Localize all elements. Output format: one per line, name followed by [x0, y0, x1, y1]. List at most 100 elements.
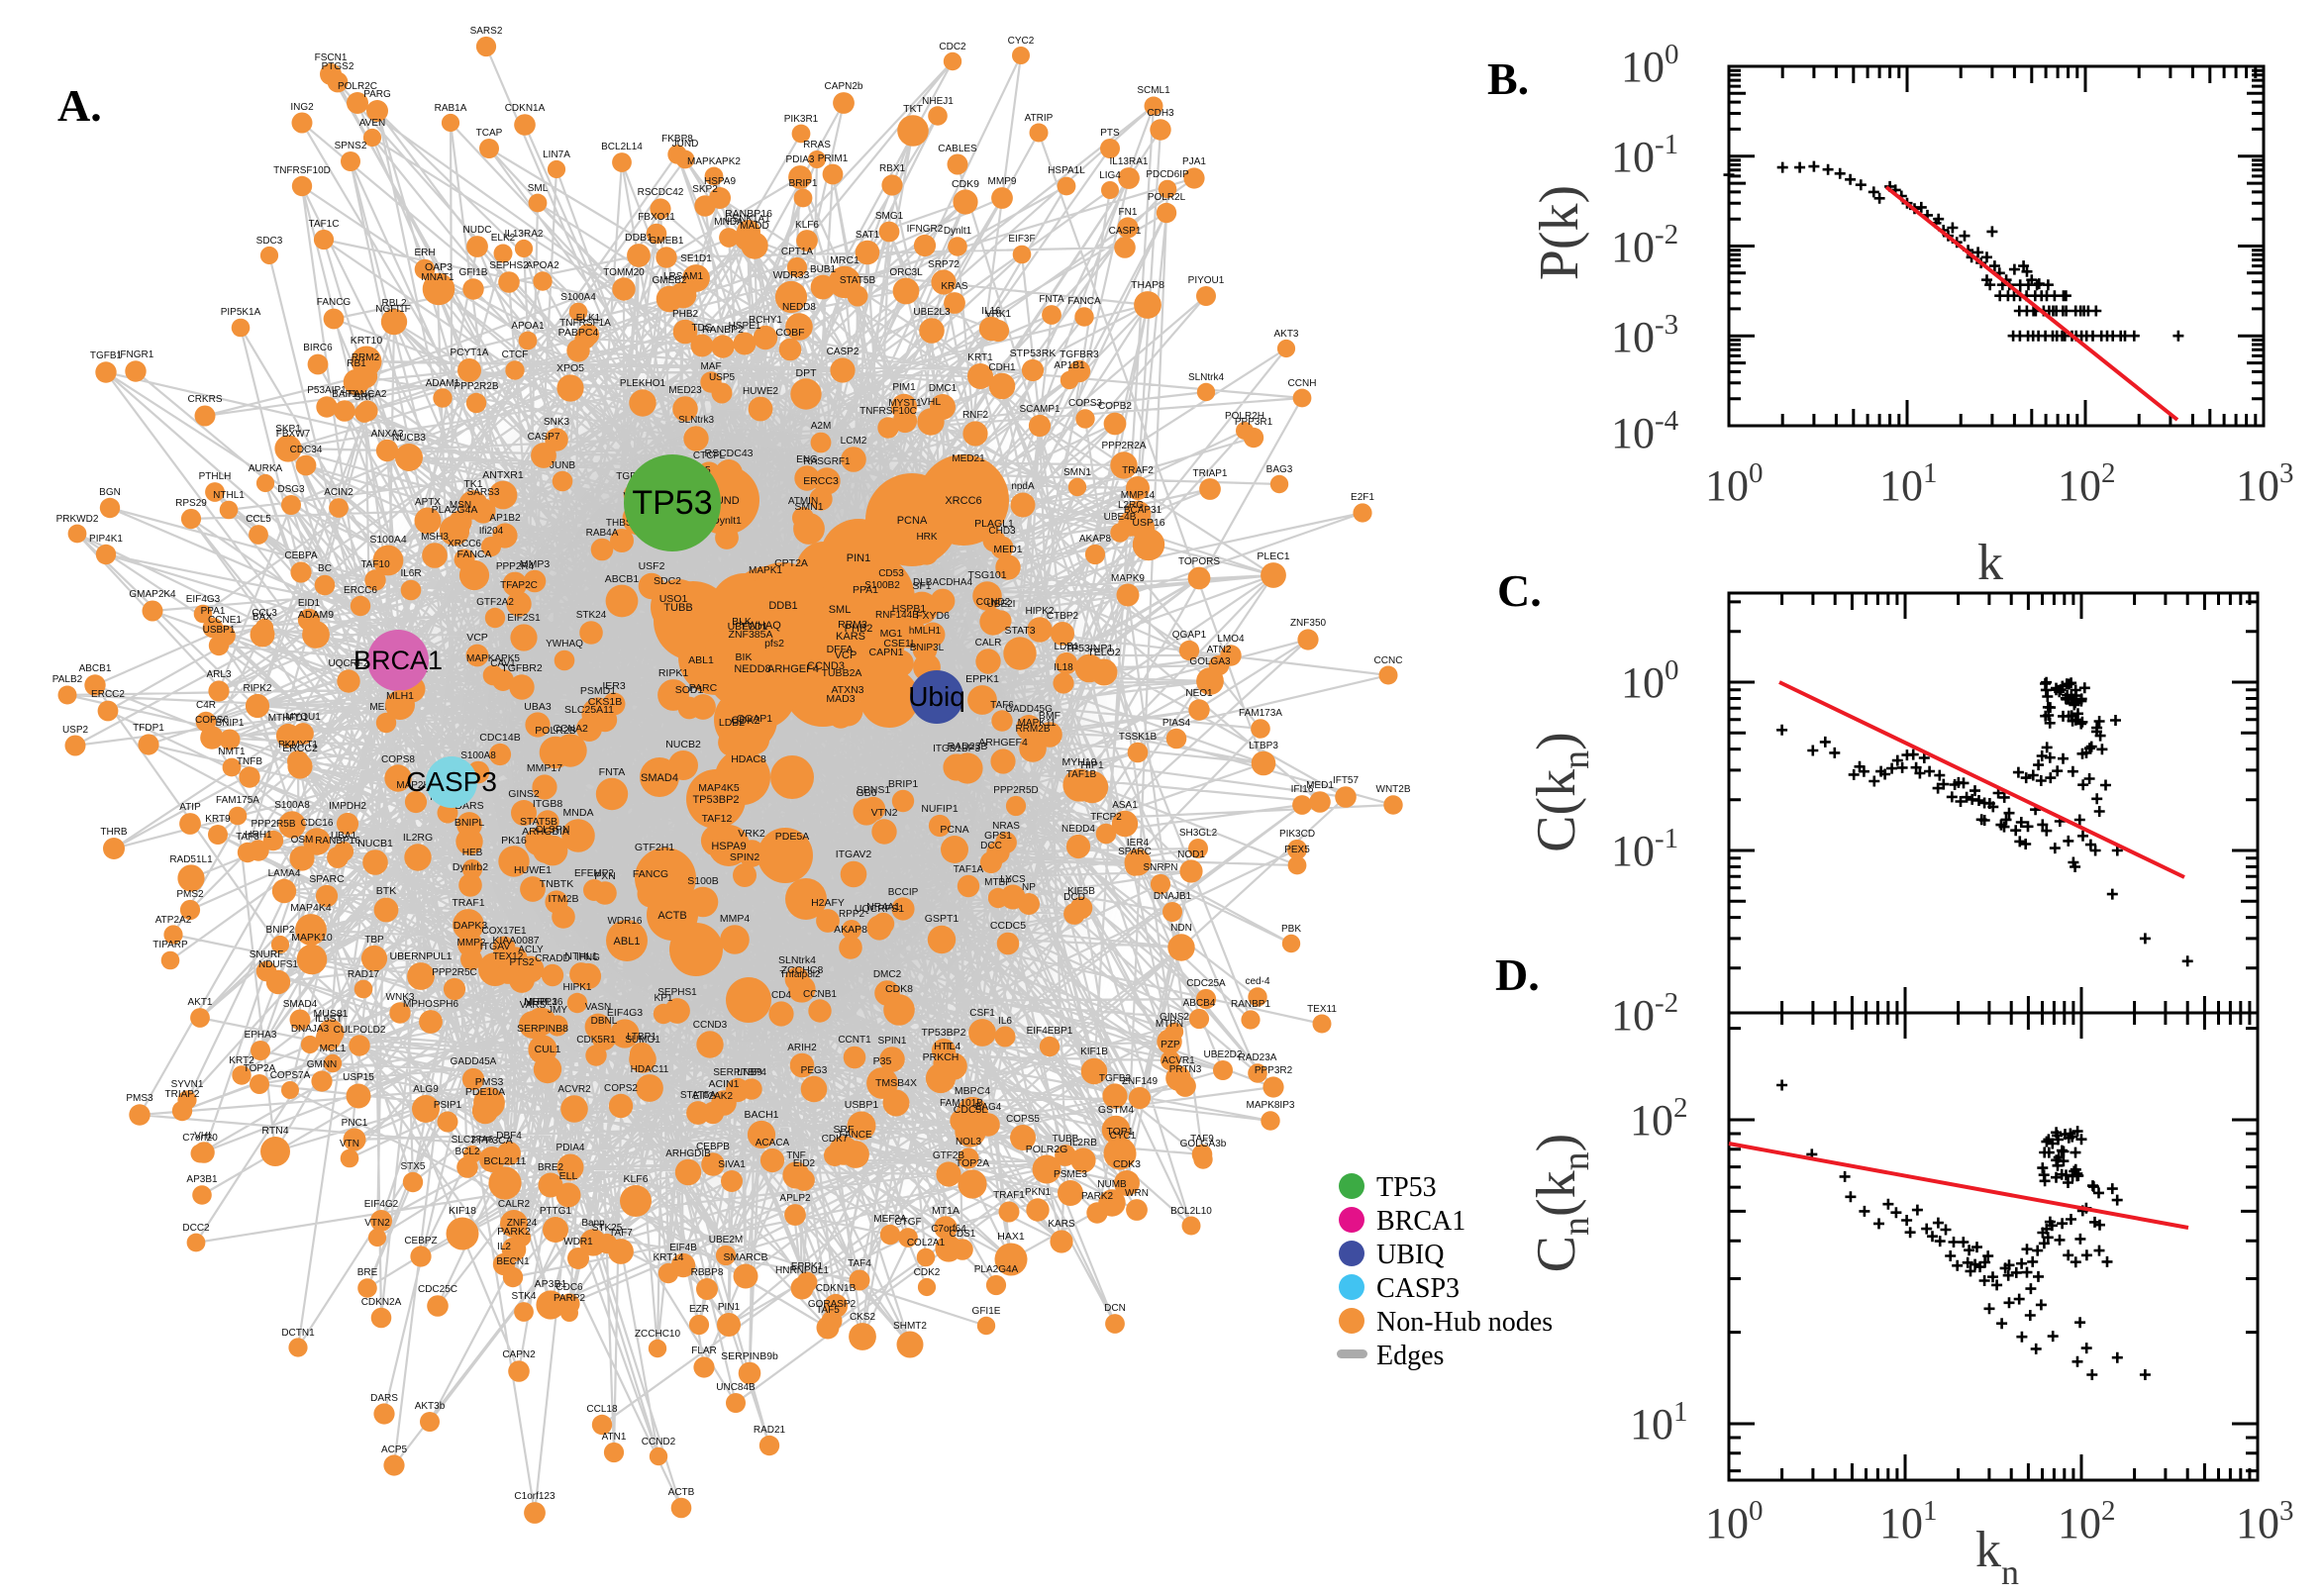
- svg-text:PIK3R1: PIK3R1: [784, 114, 819, 125]
- svg-text:EIF3F: EIF3F: [1008, 234, 1035, 245]
- svg-text:CPT2A: CPT2A: [774, 557, 808, 569]
- svg-text:ACIN2: ACIN2: [324, 487, 354, 498]
- svg-text:TFAP2C: TFAP2C: [500, 580, 538, 591]
- svg-text:MEF2A: MEF2A: [873, 1214, 907, 1225]
- svg-text:FSCN1: FSCN1: [315, 52, 348, 63]
- svg-text:MAPK8IP3: MAPK8IP3: [1247, 1100, 1295, 1111]
- svg-text:ZCCHC10: ZCCHC10: [635, 1329, 681, 1340]
- svg-text:S100B: S100B: [687, 875, 719, 887]
- svg-text:PNC1: PNC1: [342, 1118, 368, 1129]
- svg-text:MAP4K5: MAP4K5: [698, 782, 740, 794]
- svg-text:CHD3: CHD3: [988, 526, 1016, 537]
- svg-text:BAP1: BAP1: [332, 389, 357, 400]
- svg-text:CCL3: CCL3: [252, 608, 277, 619]
- svg-text:ADAM1: ADAM1: [426, 378, 460, 389]
- svg-text:103: 103: [2236, 457, 2294, 510]
- svg-text:S100A4: S100A4: [369, 534, 407, 546]
- svg-text:ORC3L: ORC3L: [889, 267, 923, 278]
- svg-text:RBBP8: RBBP8: [691, 1267, 724, 1278]
- svg-text:IL6: IL6: [998, 1016, 1012, 1027]
- svg-text:GMEB2: GMEB2: [652, 275, 686, 286]
- svg-text:CCND3: CCND3: [807, 660, 845, 672]
- svg-text:SMARCB: SMARCB: [724, 1251, 768, 1263]
- svg-text:GFI1E: GFI1E: [972, 1306, 1001, 1317]
- svg-text:TAF8: TAF8: [236, 832, 259, 843]
- svg-text:CASP3: CASP3: [1376, 1273, 1460, 1304]
- svg-text:MAPK10: MAPK10: [291, 932, 333, 944]
- svg-text:SNURF: SNURF: [250, 949, 283, 960]
- svg-text:KRT10: KRT10: [351, 335, 383, 347]
- svg-text:FLAR: FLAR: [691, 1346, 717, 1356]
- svg-text:UBERNPUL1: UBERNPUL1: [389, 950, 452, 962]
- svg-text:PIYOU1: PIYOU1: [1188, 275, 1225, 286]
- svg-text:CDK5R1: CDK5R1: [576, 1035, 616, 1046]
- svg-text:STAT3: STAT3: [1004, 625, 1035, 637]
- svg-text:TP53: TP53: [1376, 1172, 1437, 1203]
- svg-text:APOA1: APOA1: [511, 321, 545, 332]
- svg-text:CDC14B: CDC14B: [479, 732, 520, 744]
- svg-text:ELK2: ELK2: [491, 233, 516, 244]
- svg-text:TFCP2: TFCP2: [1090, 812, 1122, 823]
- svg-text:ATN1: ATN1: [602, 1432, 627, 1443]
- svg-text:hMLH1: hMLH1: [909, 626, 942, 637]
- svg-text:UBIQ: UBIQ: [1376, 1240, 1444, 1270]
- svg-text:HSPA9: HSPA9: [711, 841, 746, 852]
- svg-text:BACH1: BACH1: [744, 1109, 778, 1121]
- svg-text:APTX: APTX: [415, 497, 441, 508]
- svg-text:Ubiq: Ubiq: [908, 681, 965, 712]
- svg-text:TUBB: TUBB: [1053, 1134, 1079, 1145]
- svg-text:CDS1: CDS1: [950, 1229, 976, 1240]
- svg-text:HDAC8: HDAC8: [731, 753, 766, 765]
- svg-text:ARL3: ARL3: [206, 669, 231, 680]
- svg-text:BRIP1: BRIP1: [888, 778, 919, 790]
- svg-text:PCNA: PCNA: [940, 824, 968, 836]
- svg-text:SDC2: SDC2: [654, 575, 681, 587]
- svg-text:MYOU1: MYOU1: [285, 712, 321, 723]
- svg-text:PARG: PARG: [363, 89, 391, 100]
- svg-text:ERCC2: ERCC2: [282, 743, 318, 754]
- svg-text:ERCC2: ERCC2: [91, 689, 125, 700]
- svg-text:TAF1A: TAF1A: [954, 864, 984, 875]
- svg-text:MG1: MG1: [880, 628, 903, 640]
- svg-text:PPA1: PPA1: [853, 584, 878, 596]
- svg-text:LTBP3: LTBP3: [1249, 741, 1278, 751]
- svg-text:LTBP4: LTBP4: [737, 1067, 766, 1078]
- svg-text:SOD1: SOD1: [675, 684, 704, 696]
- svg-text:VTN2: VTN2: [364, 1218, 390, 1229]
- svg-text:CCL18: CCL18: [586, 1404, 618, 1415]
- svg-text:THBS1: THBS1: [606, 518, 639, 529]
- svg-text:CEBPB: CEBPB: [696, 1142, 730, 1152]
- svg-text:BNIPL: BNIPL: [454, 817, 485, 829]
- svg-text:FN1: FN1: [1119, 207, 1138, 218]
- svg-text:SNRPN: SNRPN: [1143, 862, 1177, 873]
- svg-text:BRCA1: BRCA1: [354, 646, 443, 675]
- svg-text:TFDP1: TFDP1: [133, 723, 164, 734]
- svg-text:MAP2K7: MAP2K7: [396, 780, 436, 791]
- svg-text:CDC16: CDC16: [301, 818, 334, 829]
- svg-text:PHB2: PHB2: [672, 309, 699, 320]
- svg-text:TOMM20: TOMM20: [603, 267, 645, 278]
- svg-text:APLP2: APLP2: [779, 1193, 811, 1204]
- svg-text:SMN1: SMN1: [1063, 467, 1091, 478]
- svg-text:C7orf20: C7orf20: [182, 1133, 218, 1144]
- svg-text:SMN1: SMN1: [794, 501, 823, 513]
- svg-text:CCNB1: CCNB1: [803, 989, 837, 1000]
- svg-text:COPS8: COPS8: [381, 754, 415, 765]
- svg-text:PLA2G4A: PLA2G4A: [432, 504, 478, 516]
- svg-text:NEDD8: NEDD8: [734, 663, 770, 675]
- svg-text:ACTB: ACTB: [668, 1487, 695, 1498]
- svg-text:CUL1: CUL1: [535, 1044, 561, 1055]
- svg-text:ATP2A2: ATP2A2: [155, 915, 192, 926]
- svg-text:POLR2C: POLR2C: [338, 81, 377, 92]
- svg-text:AKT3: AKT3: [1273, 329, 1298, 340]
- svg-text:CDK8: CDK8: [885, 983, 913, 995]
- svg-text:DPT: DPT: [796, 367, 818, 379]
- svg-text:AKT1: AKT1: [187, 997, 212, 1008]
- svg-text:S100A8: S100A8: [274, 800, 310, 811]
- svg-text:CDC6: CDC6: [556, 1282, 583, 1293]
- svg-text:KIF18: KIF18: [449, 1205, 476, 1217]
- svg-text:PPP2R2A: PPP2R2A: [1101, 441, 1146, 451]
- svg-text:COPS5: COPS5: [1006, 1114, 1040, 1125]
- svg-text:DNAJA3: DNAJA3: [291, 1024, 330, 1035]
- svg-text:DCD: DCD: [1063, 892, 1085, 903]
